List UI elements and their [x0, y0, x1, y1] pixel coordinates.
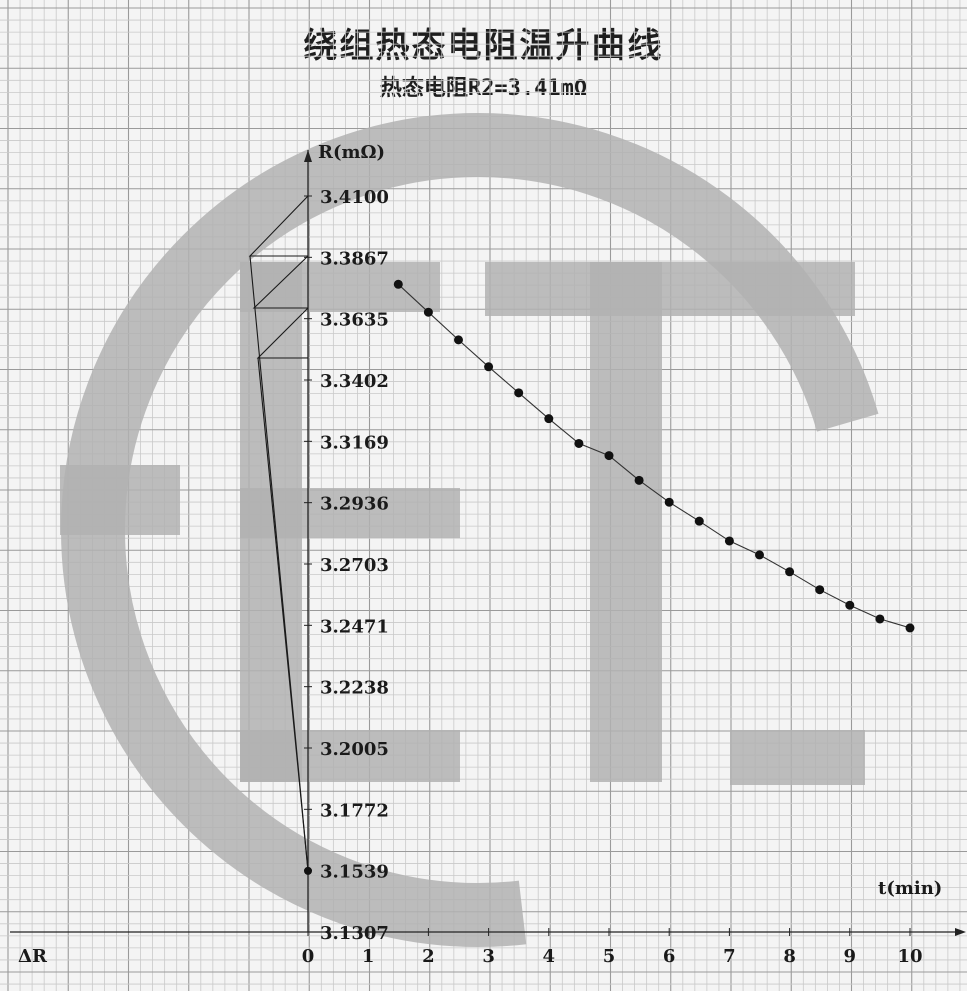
data-point: [514, 388, 524, 398]
data-point: [634, 475, 644, 485]
y-tick-label: 3.3169: [320, 432, 389, 453]
x-tick-label: 1: [362, 946, 375, 967]
data-point: [845, 600, 855, 610]
data-point: [905, 623, 915, 633]
data-point: [454, 335, 463, 345]
data-point: [393, 279, 403, 289]
construction-line: [248, 195, 309, 257]
x-tick-label: 9: [844, 946, 857, 967]
y-tick-label: 3.3402: [320, 371, 389, 392]
series-curve: [397, 283, 911, 629]
data-point: [875, 614, 885, 624]
y-axis-arrow: [304, 150, 312, 162]
x-tick-label: 3: [482, 946, 495, 967]
data-point: [664, 497, 674, 507]
y-tick-label: 3.2936: [320, 494, 389, 515]
data-point: [604, 451, 614, 461]
y-tick-label: 3.3867: [320, 248, 389, 269]
y-tick-label: 3.1539: [320, 862, 389, 883]
y-tick-label: 3.4100: [320, 187, 389, 208]
data-point: [484, 362, 494, 372]
x-axis-label: t(min): [878, 878, 942, 899]
y-tick-label: 3.1772: [320, 800, 389, 821]
x-tick-label: 10: [897, 946, 922, 967]
x-tick-label: 0: [302, 946, 315, 967]
watermark-t-stem: [590, 262, 662, 782]
data-point: [544, 414, 554, 424]
x-tick-label: 6: [663, 946, 676, 967]
y-tick-label: 3.2238: [320, 678, 389, 699]
watermark-t-bar: [485, 262, 855, 316]
y-tick-label: 3.1307: [320, 923, 389, 944]
data-point: [694, 516, 704, 526]
data-point: [815, 585, 825, 595]
construction-line: [252, 255, 309, 309]
watermark-left-bar: [60, 465, 180, 535]
extrapolation-line: [257, 357, 309, 871]
watermark-right-bar: [730, 730, 865, 785]
x-tick-label: 7: [723, 946, 736, 967]
y-tick-label: 3.3635: [320, 310, 389, 331]
data-point: [755, 550, 764, 560]
x-tick-label: 8: [783, 946, 796, 967]
data-point: [574, 438, 584, 448]
y-tick-label: 3.2471: [320, 616, 389, 637]
chart-title: 绕组热态电阻温升曲线: [303, 26, 664, 66]
extrapolated-point: [304, 866, 312, 875]
x-axis-arrow: [955, 928, 966, 936]
data-point: [785, 567, 795, 577]
data-point: [724, 536, 734, 546]
x-tick-label: 5: [603, 946, 616, 967]
data-point: [423, 307, 433, 317]
x-tick-label: 2: [422, 946, 435, 967]
x-tick-label: 4: [543, 946, 556, 967]
delta-r-label: ΔR: [18, 946, 48, 967]
watermark-e-middle: [240, 488, 460, 538]
y-tick-label: 3.2005: [320, 739, 389, 760]
watermark-e-bottom: [240, 730, 460, 782]
y-axis-label: R(mΩ): [318, 142, 385, 163]
watermark-e-top: [240, 262, 440, 312]
y-tick-label: 3.2703: [320, 555, 389, 576]
